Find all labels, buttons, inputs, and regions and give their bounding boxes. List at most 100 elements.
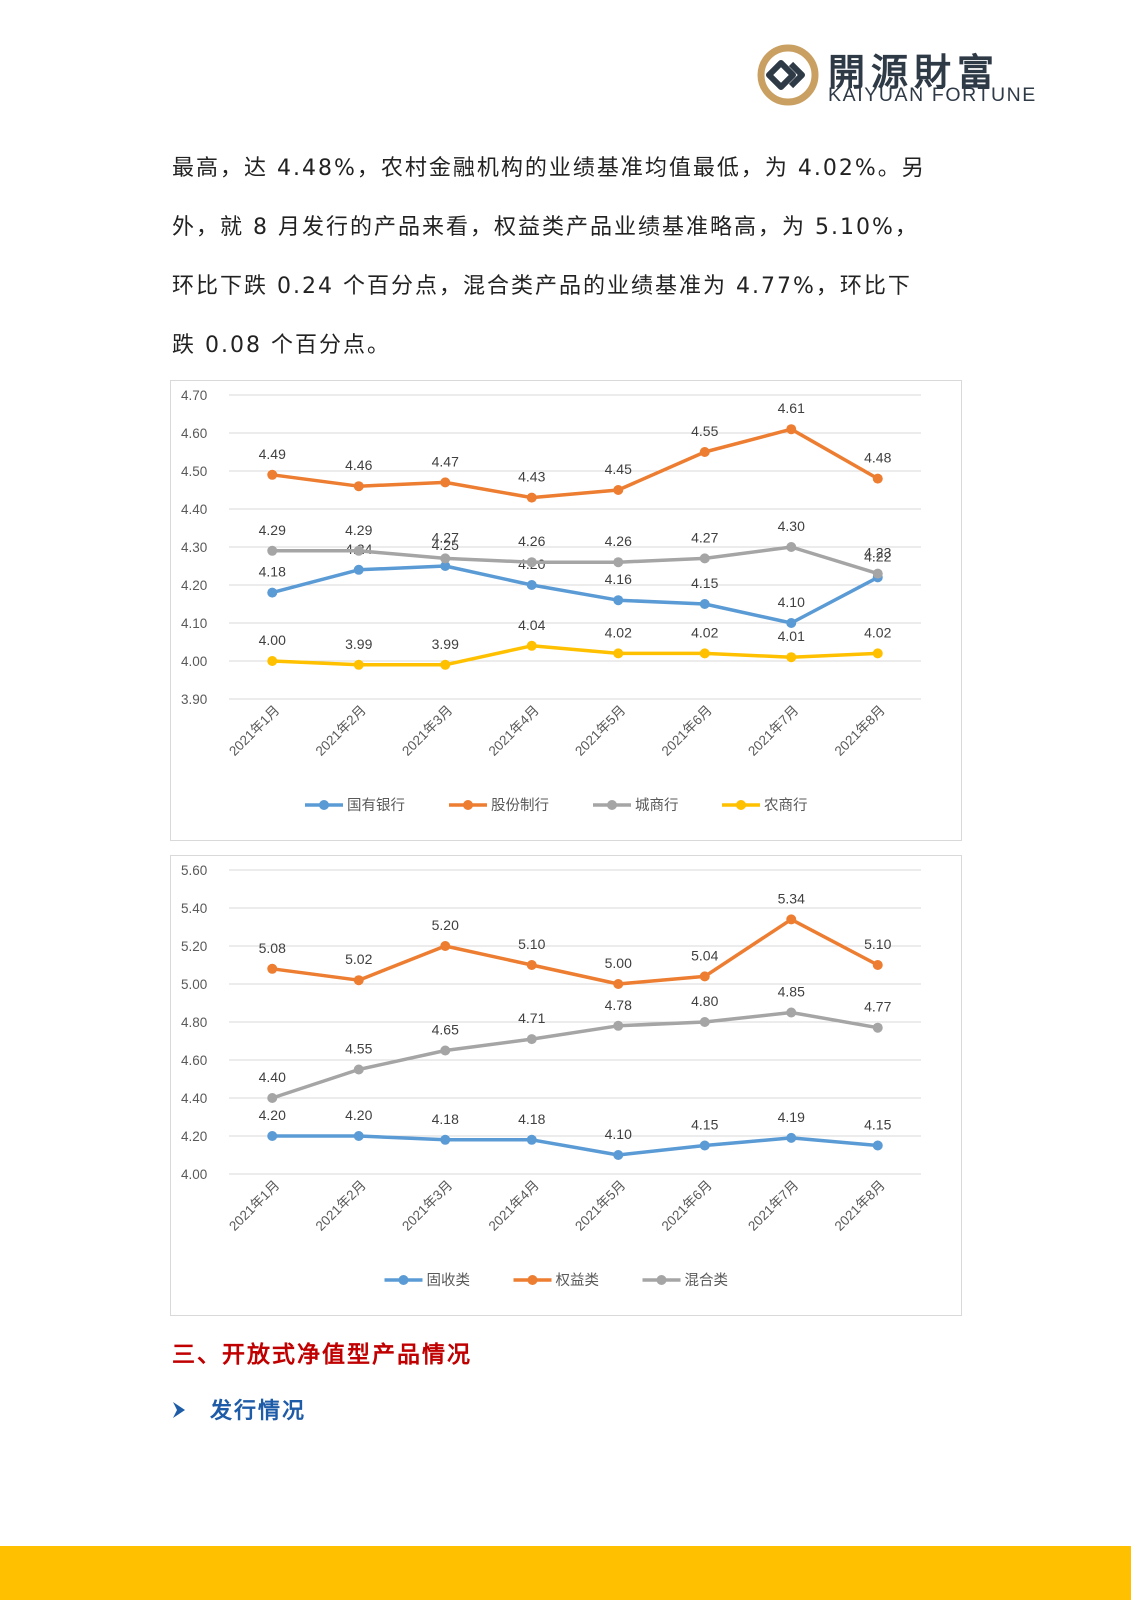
data-point <box>267 587 278 598</box>
data-label: 4.02 <box>605 624 632 640</box>
data-label: 4.23 <box>864 545 891 561</box>
data-label: 4.40 <box>259 1069 286 1085</box>
data-point <box>526 492 537 503</box>
data-point <box>699 447 710 457</box>
data-label: 4.02 <box>864 624 891 640</box>
legend-label: 城商行 <box>635 797 679 814</box>
chart-product-type-benchmark: 5.60 5.40 5.20 5.00 4.80 4.60 4.40 4.20 4.00 2021… <box>170 855 962 1316</box>
x-tick-label: 2021年1月 <box>226 1178 282 1234</box>
data-point <box>353 975 364 986</box>
data-label: 4.19 <box>778 1109 805 1125</box>
paragraph-line-4: 跌 0.08 个百分点。 <box>172 333 391 358</box>
data-label: 5.02 <box>345 951 372 967</box>
data-point <box>699 1017 710 1027</box>
data-point <box>353 659 364 670</box>
data-label: 4.29 <box>345 522 372 538</box>
data-label: 4.85 <box>778 984 805 1000</box>
data-point <box>872 960 883 970</box>
y-tick-label: 4.00 <box>181 654 207 669</box>
data-label: 4.20 <box>259 1107 286 1123</box>
data-label: 4.26 <box>605 533 632 549</box>
x-tick-label: 2021年3月 <box>399 1178 455 1234</box>
x-tick-label: 2021年2月 <box>313 1178 369 1234</box>
data-label: 5.08 <box>259 940 286 956</box>
kaiyuan-logo: 開源財富 KAIYUAN FORTUNE <box>755 40 1055 110</box>
data-label: 5.10 <box>518 936 545 952</box>
data-point <box>353 545 364 556</box>
paragraph-line-2: 外，就 8 月发行的产品来看，权益类产品业绩基准略高，为 5.10%， <box>172 215 919 240</box>
y-tick-label: 4.60 <box>181 1053 207 1068</box>
data-point <box>699 1140 710 1151</box>
data-label: 4.27 <box>691 529 718 545</box>
x-tick-label: 2021年3月 <box>399 703 455 759</box>
x-tick-label: 2021年5月 <box>572 703 628 759</box>
y-tick-label: 4.70 <box>181 388 207 403</box>
data-point <box>440 1045 451 1056</box>
data-point <box>526 640 537 651</box>
data-point <box>526 1034 537 1045</box>
data-point <box>267 545 278 556</box>
data-point <box>613 648 624 659</box>
data-point <box>440 477 451 488</box>
legend-swatch-marker <box>736 800 746 810</box>
data-label: 4.80 <box>691 993 718 1009</box>
data-label: 4.15 <box>864 1117 891 1133</box>
legend-swatch-marker <box>398 1275 409 1285</box>
data-label: 4.45 <box>605 461 632 477</box>
data-point <box>786 914 797 925</box>
x-tick-label: 2021年4月 <box>486 703 542 759</box>
data-point <box>786 1007 797 1018</box>
data-label: 4.47 <box>432 453 459 469</box>
data-label: 4.00 <box>259 632 286 648</box>
x-tick-label: 2021年2月 <box>313 703 369 759</box>
data-label: 4.29 <box>259 522 286 538</box>
data-point <box>267 1131 278 1141</box>
y-tick-label: 5.00 <box>181 977 207 992</box>
data-point <box>440 1134 451 1145</box>
data-label: 5.04 <box>691 947 718 963</box>
data-label: 3.99 <box>432 636 459 652</box>
data-point <box>872 568 883 579</box>
kaiyuan-logo-icon <box>757 44 819 106</box>
y-tick-label: 4.20 <box>181 578 207 593</box>
logo-name-cn: 開源財富 <box>828 50 1000 94</box>
data-label: 4.18 <box>259 564 286 580</box>
legend-label: 混合类 <box>685 1272 729 1289</box>
data-label: 5.20 <box>432 917 459 933</box>
y-tick-label: 4.60 <box>181 426 207 441</box>
y-tick-label: 3.90 <box>181 692 207 707</box>
data-point <box>440 659 451 670</box>
data-point <box>613 1020 624 1031</box>
data-label: 4.30 <box>778 518 805 534</box>
legend-label: 国有银行 <box>347 797 405 814</box>
paragraph-line-3: 环比下跌 0.24 个百分点，混合类产品的业绩基准为 4.77%，环比下 <box>172 274 912 299</box>
data-point <box>872 1140 883 1151</box>
data-point <box>267 963 278 974</box>
x-tick-label: 2021年8月 <box>832 703 888 759</box>
data-point <box>267 469 278 480</box>
data-label: 4.78 <box>605 997 632 1013</box>
data-label: 4.16 <box>605 571 632 587</box>
data-point <box>872 1022 883 1033</box>
data-point <box>613 1150 624 1160</box>
data-point <box>353 564 364 575</box>
data-point <box>699 599 710 609</box>
legend-label: 固收类 <box>427 1272 471 1289</box>
data-label: 4.25 <box>432 537 459 553</box>
data-label: 4.43 <box>518 469 545 485</box>
y-tick-label: 5.60 <box>181 863 207 878</box>
data-point <box>526 1134 537 1145</box>
data-label: 4.10 <box>778 594 805 610</box>
data-label: 4.01 <box>778 628 805 644</box>
y-tick-label: 4.40 <box>181 502 207 517</box>
data-label: 4.04 <box>518 617 545 633</box>
x-tick-label: 2021年5月 <box>572 1178 628 1234</box>
y-tick-label: 4.20 <box>181 1129 207 1144</box>
series-line-3 <box>272 644 878 667</box>
y-tick-label: 4.00 <box>181 1167 207 1182</box>
data-point <box>440 941 451 951</box>
logo-name-en: KAIYUAN FORTUNE <box>828 84 1037 106</box>
data-point <box>786 542 797 552</box>
x-tick-label: 2021年6月 <box>659 703 715 759</box>
data-label: 4.48 <box>864 450 891 466</box>
